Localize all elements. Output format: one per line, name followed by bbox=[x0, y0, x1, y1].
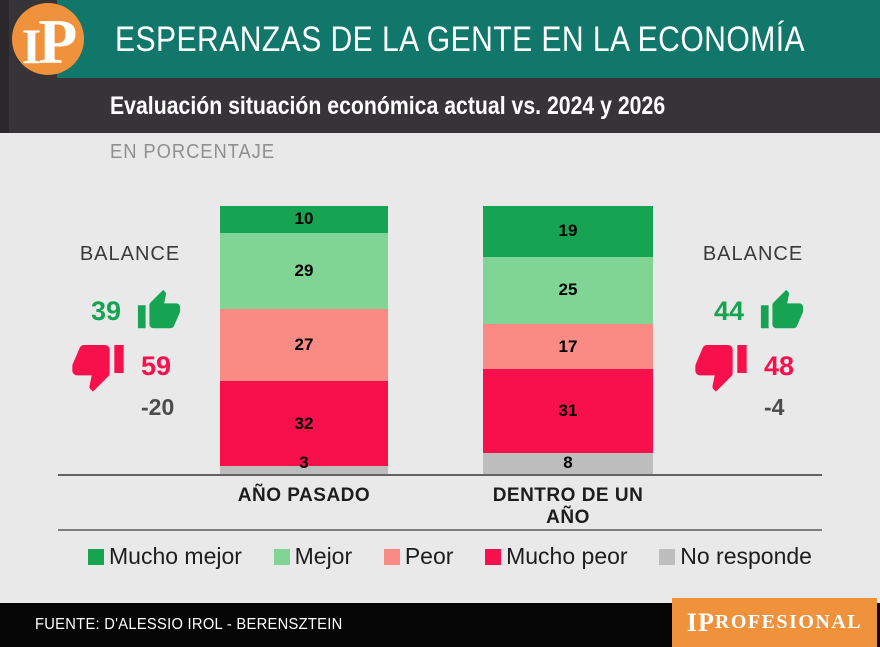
segment-value: 29 bbox=[294, 261, 314, 280]
logo-letter-i: I bbox=[21, 18, 42, 74]
segment-value: 10 bbox=[294, 209, 314, 229]
segment-mucho-peor: 31 bbox=[483, 369, 653, 453]
legend-swatch-icon bbox=[383, 548, 400, 565]
x-axis-line bbox=[58, 474, 822, 476]
segment-mejor: 25 bbox=[483, 256, 653, 324]
balance-right-negative-row: 48 bbox=[678, 338, 828, 394]
segment-value: 32 bbox=[294, 413, 314, 433]
legend-label: Peor bbox=[404, 543, 454, 569]
logo-letter-p: P bbox=[38, 6, 77, 77]
balance-left-positive-value: 39 bbox=[91, 295, 122, 326]
title-banner: ESPERANZAS DE LA GENTE EN LA ECONOMÍA bbox=[57, 0, 880, 78]
segment-no-responde: 3 bbox=[220, 453, 388, 474]
brand-badge: IP ROFESIONAL bbox=[672, 598, 877, 647]
page-title: ESPERANZAS DE LA GENTE EN LA ECONOMÍA bbox=[115, 20, 806, 59]
source-text: FUENTE: D'ALESSIO IROL - BERENSZTEIN bbox=[35, 616, 343, 633]
thumbs-up-icon bbox=[760, 289, 804, 329]
segment-peor: 17 bbox=[483, 323, 653, 370]
legend-swatch-icon bbox=[485, 548, 502, 565]
chart-subtitle: Evaluación situación económica actual vs… bbox=[110, 92, 666, 120]
legend-item-mejor: Mejor bbox=[273, 543, 353, 570]
legend-label: No responde bbox=[680, 543, 812, 569]
chart-area: EN PORCENTAJE BALANCE 39 59 -20 10 29 27 32… bbox=[0, 133, 880, 603]
subtitle-bar: Evaluación situación económica actual vs… bbox=[0, 78, 880, 133]
legend-item-peor: Peor bbox=[383, 543, 454, 570]
balance-right-positive-value: 44 bbox=[714, 295, 745, 326]
segment-value: 19 bbox=[558, 221, 578, 241]
separator-line bbox=[58, 529, 822, 531]
segment-value: 8 bbox=[563, 453, 573, 473]
segment-mejor: 29 bbox=[220, 232, 388, 310]
thumbs-down-icon bbox=[72, 345, 124, 392]
segment-no-responde: 8 bbox=[483, 452, 653, 474]
category-label-2: DENTRO DE UN AÑO bbox=[492, 485, 644, 528]
segment-mucho-mejor: 10 bbox=[220, 206, 388, 233]
balance-left: BALANCE 39 59 -20 bbox=[55, 243, 205, 421]
legend-swatch-icon bbox=[88, 548, 104, 565]
balance-left-net-value: -20 bbox=[141, 394, 175, 420]
legend-swatch-icon bbox=[659, 548, 676, 565]
balance-left-title: BALANCE bbox=[79, 243, 181, 265]
header: ESPERANZAS DE LA GENTE EN LA ECONOMÍA bbox=[0, 0, 880, 78]
stacked-bar-dentro-de-un-año: 19 25 17 31 8 bbox=[483, 206, 653, 474]
segment-value: 25 bbox=[558, 280, 578, 300]
category-label-1: AÑO PASADO bbox=[237, 485, 371, 506]
left-edge-strip bbox=[0, 0, 9, 133]
brand-rest: ROFESIONAL bbox=[714, 611, 863, 633]
legend-item-no-responde: No responde bbox=[659, 543, 812, 570]
balance-right-positive-row: 44 bbox=[678, 288, 828, 334]
balance-right: BALANCE 44 48 -4 bbox=[678, 243, 828, 421]
legend-item-mucho-mejor: Mucho mejor bbox=[88, 543, 242, 570]
balance-right-net-value: -4 bbox=[764, 394, 785, 420]
brand-initials: IP bbox=[686, 607, 715, 637]
legend-label: Mucho mejor bbox=[109, 543, 242, 569]
segment-value: 27 bbox=[294, 335, 314, 355]
segment-value: 17 bbox=[558, 336, 578, 356]
legend-label: Mejor bbox=[294, 543, 353, 569]
segment-mucho-mejor: 19 bbox=[483, 206, 653, 257]
segment-value: 3 bbox=[299, 452, 309, 472]
balance-left-positive-row: 39 bbox=[55, 288, 205, 334]
balance-left-negative-row: 59 bbox=[55, 338, 205, 394]
segment-peor: 27 bbox=[220, 309, 388, 382]
legend-label: Mucho peor bbox=[506, 543, 628, 569]
legend-item-mucho-peor: Mucho peor bbox=[485, 543, 628, 570]
balance-right-negative-value: 48 bbox=[764, 350, 795, 381]
legend-swatch-icon bbox=[273, 548, 290, 565]
thumbs-down-icon bbox=[695, 345, 747, 392]
ip-logo: IP bbox=[12, 3, 84, 75]
legend: Mucho mejor Mejor Peor Mucho peor No respond… bbox=[88, 543, 812, 570]
stacked-bar-año-pasado: 10 29 27 32 3 bbox=[220, 206, 388, 474]
unit-label: EN PORCENTAJE bbox=[110, 141, 275, 163]
segment-value: 31 bbox=[558, 400, 578, 420]
balance-right-title: BALANCE bbox=[702, 243, 804, 265]
balance-left-negative-value: 59 bbox=[141, 350, 172, 381]
segment-mucho-peor: 32 bbox=[220, 381, 388, 467]
thumbs-up-icon bbox=[137, 289, 181, 329]
ip-logo-text: IP bbox=[12, 10, 84, 74]
